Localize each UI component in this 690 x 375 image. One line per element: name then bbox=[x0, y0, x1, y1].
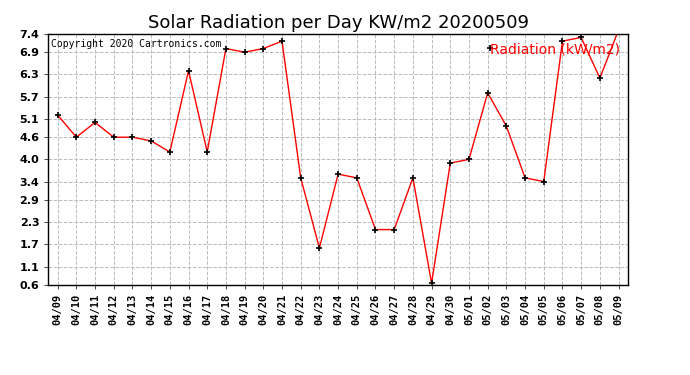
Radiation (kW/m2) bbox=[315, 246, 324, 250]
Radiation (kW/m2) bbox=[484, 91, 492, 95]
Radiation (kW/m2) bbox=[595, 76, 604, 80]
Radiation (kW/m2) bbox=[465, 157, 473, 162]
Radiation (kW/m2) bbox=[334, 172, 342, 176]
Radiation (kW/m2) bbox=[278, 39, 286, 44]
Radiation (kW/m2) bbox=[521, 176, 529, 180]
Radiation (kW/m2) bbox=[259, 46, 268, 51]
Radiation (kW/m2) bbox=[540, 179, 548, 184]
Radiation (kW/m2) bbox=[427, 281, 435, 285]
Legend: Radiation (kW/m2): Radiation (kW/m2) bbox=[484, 36, 625, 62]
Radiation (kW/m2) bbox=[72, 135, 81, 140]
Radiation (kW/m2) bbox=[184, 69, 193, 73]
Radiation (kW/m2) bbox=[502, 124, 511, 128]
Radiation (kW/m2) bbox=[297, 176, 305, 180]
Radiation (kW/m2) bbox=[371, 227, 380, 232]
Radiation (kW/m2) bbox=[147, 139, 155, 143]
Line: Radiation (kW/m2): Radiation (kW/m2) bbox=[55, 27, 622, 286]
Radiation (kW/m2) bbox=[221, 46, 230, 51]
Radiation (kW/m2) bbox=[577, 35, 585, 40]
Radiation (kW/m2) bbox=[353, 176, 361, 180]
Title: Solar Radiation per Day KW/m2 20200509: Solar Radiation per Day KW/m2 20200509 bbox=[148, 14, 529, 32]
Radiation (kW/m2) bbox=[110, 135, 118, 140]
Radiation (kW/m2) bbox=[54, 113, 62, 117]
Radiation (kW/m2) bbox=[390, 227, 398, 232]
Radiation (kW/m2) bbox=[614, 28, 622, 32]
Radiation (kW/m2) bbox=[408, 176, 417, 180]
Radiation (kW/m2) bbox=[446, 161, 455, 165]
Radiation (kW/m2) bbox=[91, 120, 99, 124]
Radiation (kW/m2) bbox=[241, 50, 249, 54]
Radiation (kW/m2) bbox=[128, 135, 137, 140]
Radiation (kW/m2) bbox=[558, 39, 566, 44]
Radiation (kW/m2) bbox=[203, 150, 211, 154]
Radiation (kW/m2) bbox=[166, 150, 174, 154]
Text: Copyright 2020 Cartronics.com: Copyright 2020 Cartronics.com bbox=[51, 39, 221, 49]
